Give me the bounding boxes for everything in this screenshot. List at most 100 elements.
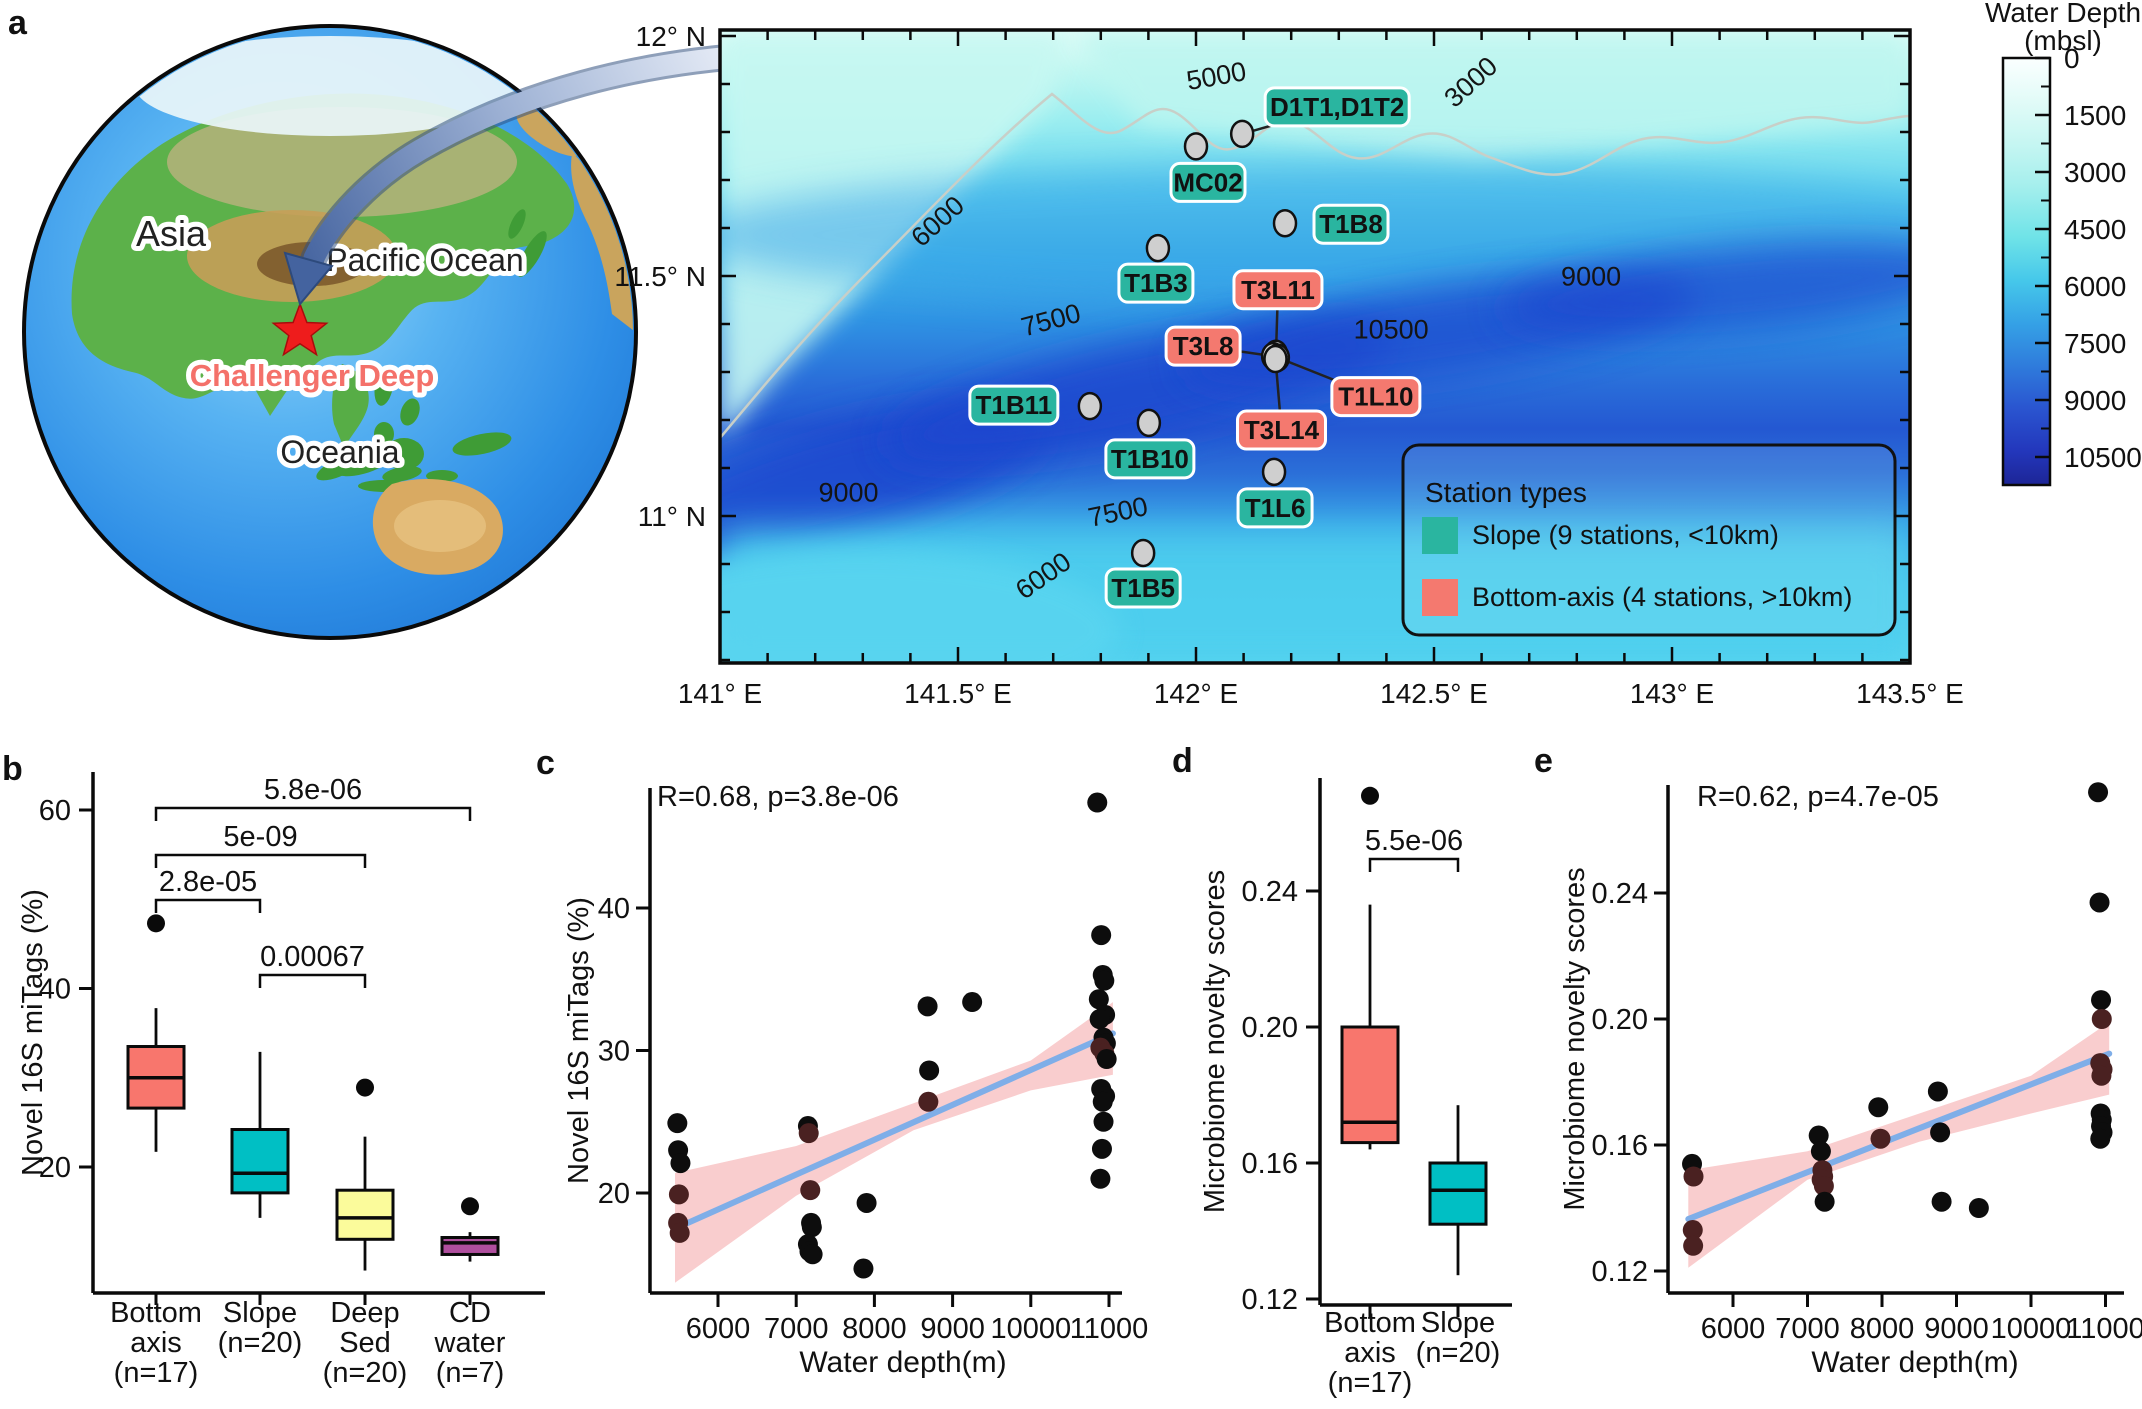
box-Bottom-axis-(n=17) — [1340, 786, 1400, 1150]
station-label-D1T1,D1T2: D1T1,D1T2 — [1263, 86, 1411, 128]
scatter-point — [1931, 1191, 1952, 1212]
ytick-label: 60 — [39, 795, 71, 827]
contour-line-5000 — [720, 92, 1910, 439]
station-label-T1B5: T1B5 — [1104, 567, 1182, 609]
category-label: (n=17) — [114, 1357, 199, 1389]
challenger-deep-star-icon — [271, 301, 329, 357]
xtick-label: 8000 — [842, 1313, 907, 1345]
map-xtick-label: 142° E — [1154, 678, 1238, 709]
xtick-label: 8000 — [1850, 1313, 1915, 1345]
svg-text:T1B3: T1B3 — [1124, 268, 1188, 298]
scatter-point — [853, 1258, 874, 1279]
station-label-T1L6: T1L6 — [1236, 487, 1314, 529]
map-body: 5000 300060007500900010500900075006000MC0… — [720, 30, 1910, 663]
arrow-head-icon — [283, 251, 334, 307]
scatter-point — [1092, 1091, 1113, 1112]
sig-bracket — [154, 898, 262, 913]
category-label: (n=17) — [1328, 1367, 1413, 1399]
scatter-point — [670, 1153, 691, 1174]
outlier-point — [461, 1197, 479, 1216]
ytick-label: 40 — [598, 893, 630, 925]
outlier-point — [1361, 786, 1379, 805]
category-label: (n=7) — [436, 1357, 505, 1389]
map-xtick-label: 143° E — [1630, 678, 1714, 709]
category-label: (n=20) — [218, 1327, 303, 1359]
scatter-point — [798, 1123, 819, 1144]
contour-label: 10500 — [1354, 314, 1429, 344]
scatter-point — [2091, 1065, 2112, 1086]
xtick-label: 11000 — [1070, 1313, 1149, 1345]
contour-label: 9000 — [1561, 262, 1621, 292]
scatter-point — [2091, 1009, 2112, 1029]
category-label: Bottom — [110, 1297, 202, 1329]
station-dot-T1B11 — [1077, 391, 1103, 421]
station-label-T1B10: T1B10 — [1104, 438, 1196, 480]
colorbar-tick-label: 4500 — [2064, 214, 2126, 245]
category-label: (n=20) — [1416, 1337, 1501, 1369]
scatter-point — [1930, 1122, 1951, 1143]
globe-label-challenger-deep: Challenger Deep — [190, 358, 435, 393]
scatter-point — [667, 1113, 688, 1134]
boxplot-novel-mitags: 20 40 60 Novel 16S miTags (%) Bottomaxis(n=1… — [17, 772, 545, 1389]
map-legend: Station types Slope (9 stations, <10km) Bo… — [1401, 443, 1897, 637]
station-label-T1B11: T1B11 — [968, 384, 1060, 426]
station-dot-T1B5 — [1130, 538, 1156, 568]
sig-label: 2.8e-05 — [159, 866, 257, 898]
ytick-label: 0.16 — [1242, 1148, 1298, 1180]
scatter-point — [1091, 1138, 1112, 1159]
svg-text:T1B8: T1B8 — [1319, 209, 1383, 239]
y-axis-title: Novel 16S miTags (%) — [17, 889, 49, 1176]
scatter-point — [1089, 1009, 1110, 1030]
scatter-point — [2090, 1128, 2111, 1149]
scatter-point — [1088, 989, 1109, 1010]
ytick-label: 40 — [39, 974, 71, 1006]
scatter-point — [1096, 1049, 1117, 1070]
regression-line — [1685, 1050, 2113, 1223]
colorbar-gradient — [2001, 56, 2052, 487]
svg-text:T3L14: T3L14 — [1244, 415, 1320, 445]
scatter-point — [917, 996, 938, 1017]
scatter-point — [801, 1217, 822, 1238]
station-label-T1B8: T1B8 — [1312, 203, 1390, 245]
ytick-label: 0.20 — [1592, 1004, 1648, 1036]
station-dot-T1L6 — [1261, 457, 1287, 487]
y-axis-title: Microbiome novelty scores — [1199, 870, 1231, 1213]
station-label-T3L11: T3L11 — [1232, 269, 1324, 311]
ytick-label: 0.20 — [1242, 1012, 1298, 1044]
colorbar-tick-label: 9000 — [2064, 385, 2126, 416]
svg-text:T1B11: T1B11 — [976, 390, 1053, 420]
category-label: Slope — [1421, 1307, 1495, 1339]
xtick-label: 9000 — [1924, 1313, 1989, 1345]
legend-swatch-slope — [1422, 517, 1458, 554]
svg-text:T1B10: T1B10 — [1111, 444, 1189, 474]
scatter-point — [1870, 1128, 1891, 1149]
legend-swatch-bottom — [1422, 579, 1458, 616]
xtick-label: 9000 — [920, 1313, 985, 1345]
colorbar-tick-label: 7500 — [2064, 328, 2126, 359]
globe-label-asia: Asia — [136, 213, 207, 254]
panel-letter-a: a — [8, 4, 27, 42]
map-xtick-label: 143.5° E — [1856, 678, 1964, 709]
xtick-label: 6000 — [1701, 1313, 1766, 1345]
panel-letter-b: b — [2, 750, 23, 788]
scatter-point — [1968, 1198, 1989, 1218]
station-label-T3L14: T3L14 — [1235, 409, 1327, 451]
ytick-label: 20 — [39, 1152, 71, 1184]
scatter-point — [1091, 925, 1112, 946]
sig-label: 5e-09 — [223, 821, 297, 853]
svg-text:T1L6: T1L6 — [1245, 493, 1306, 523]
category-label: Slope — [223, 1297, 297, 1329]
depth-colorbar: Water Depth(mbsl)0 1500 3000 4500 6000 7500 90… — [1985, 0, 2142, 487]
correlation-annotation: R=0.68, p=3.8e-06 — [657, 781, 899, 813]
confidence-band — [675, 1002, 1113, 1283]
station-label-T1L10: T1L10 — [1330, 376, 1422, 418]
station-dot-T1B3 — [1145, 233, 1171, 263]
box-CD-water-(n=7) — [440, 1197, 500, 1262]
sig-label: 5.8e-06 — [264, 774, 362, 806]
svg-text:T3L11: T3L11 — [1241, 275, 1315, 305]
xtick-label: 7000 — [1775, 1313, 1840, 1345]
panel-letter-d: d — [1172, 742, 1193, 780]
